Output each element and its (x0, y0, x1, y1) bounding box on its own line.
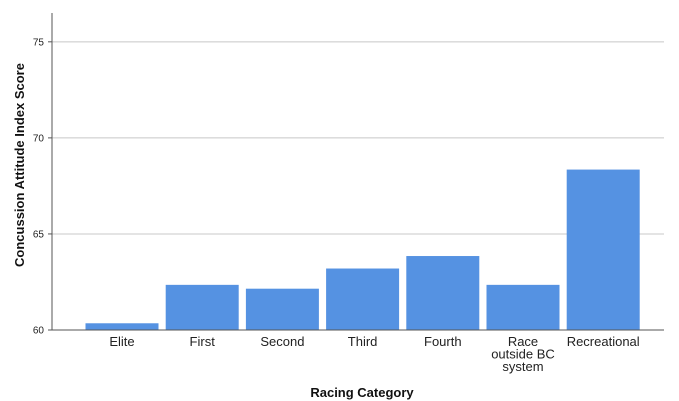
x-tick-label: Recreational (567, 334, 640, 349)
bar-elite (85, 323, 159, 330)
x-tick-label: Fourth (424, 334, 462, 349)
bar-recreational (566, 169, 640, 330)
x-tick-label: Race outside BC system (491, 334, 555, 374)
bar-fourth (406, 256, 480, 330)
y-axis-title: Concussion Attitude Index Score (12, 63, 27, 267)
x-tick-label: First (190, 334, 216, 349)
bar-race-outside-bc-system (486, 284, 560, 330)
y-tick-label: 70 (33, 133, 45, 144)
x-tick-label: Third (348, 334, 378, 349)
x-tick-label: Second (260, 334, 304, 349)
bar-first (165, 284, 239, 330)
labels: 60 65 70 75 Elite First Second Third Fourth Race o… (33, 37, 640, 374)
y-tick-label: 65 (33, 229, 45, 240)
x-axis-title: Racing Category (310, 385, 414, 400)
bar-second (245, 288, 319, 330)
bar-third (326, 268, 400, 330)
y-tick-label: 75 (33, 37, 45, 48)
axes (48, 13, 664, 331)
bars (85, 169, 640, 330)
y-tick-label: 60 (33, 326, 45, 337)
x-tick-label: Elite (109, 334, 134, 349)
